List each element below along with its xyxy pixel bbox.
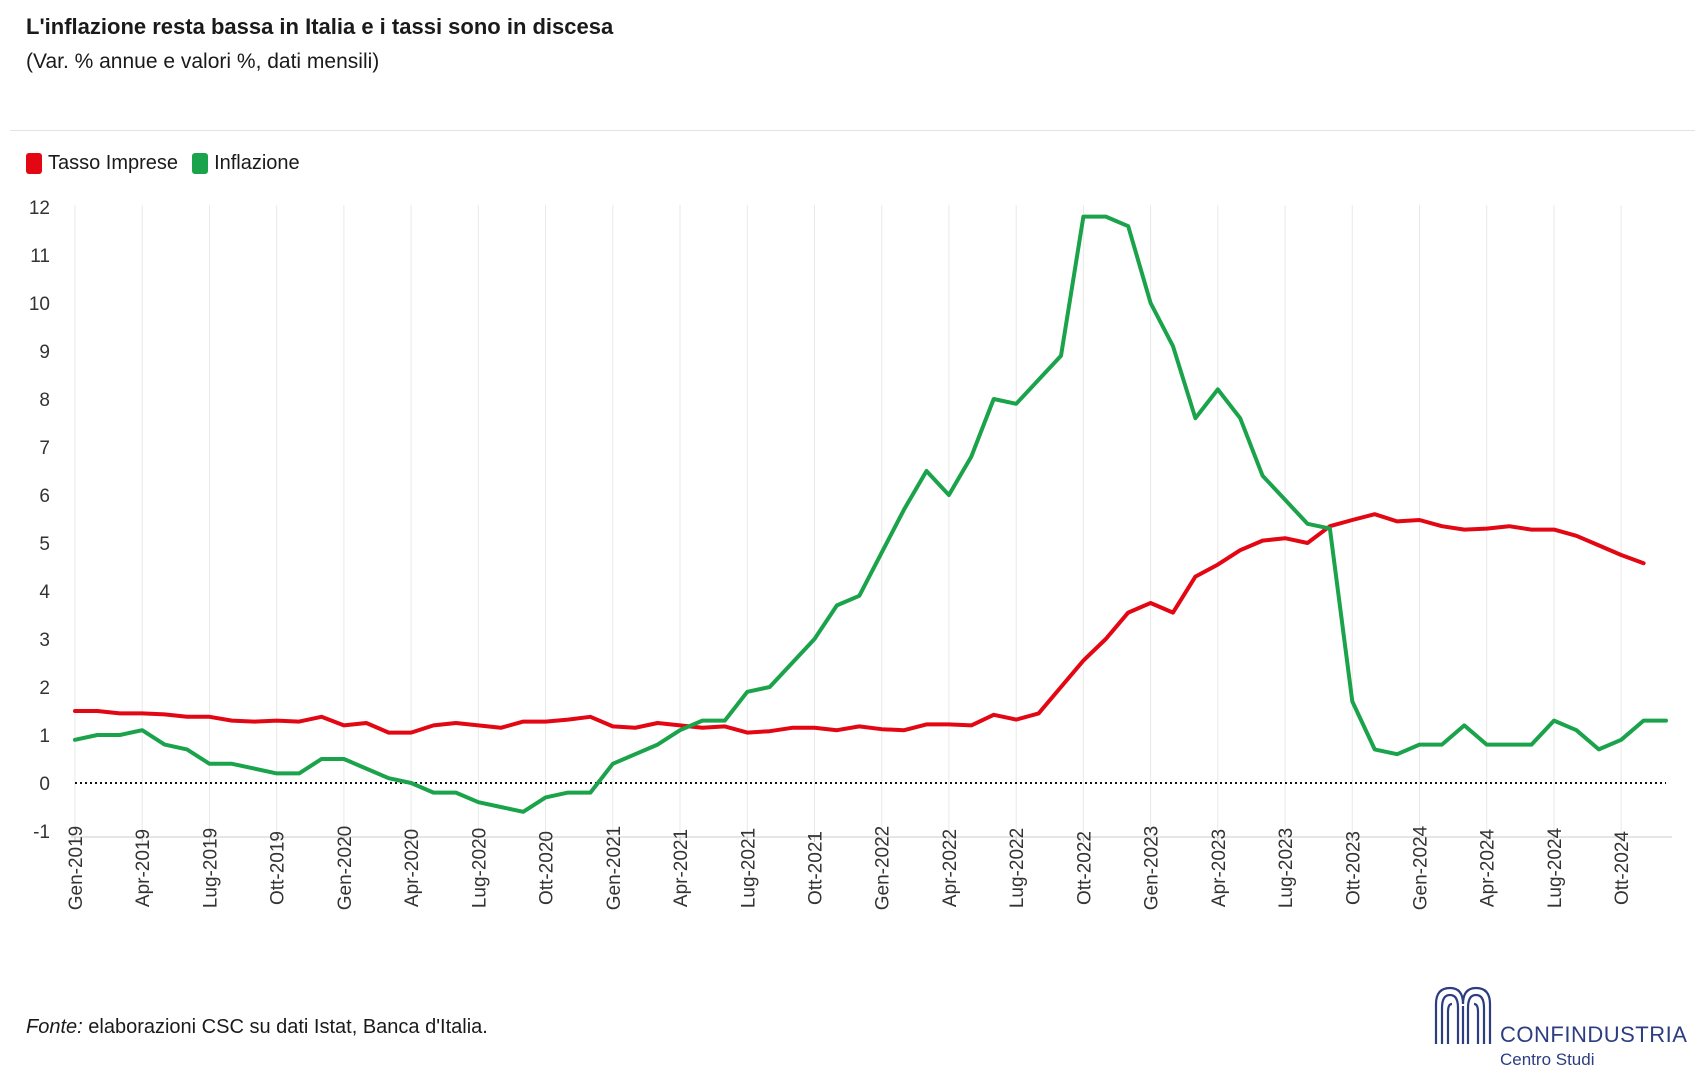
confindustria-logo: CONFINDUSTRIA Centro Studi xyxy=(1430,980,1690,1070)
x-tick-label: Lug-2019 xyxy=(200,828,221,908)
y-tick-label: 1 xyxy=(39,726,50,747)
y-tick-label: 10 xyxy=(29,294,50,315)
x-tick-label: Apr-2020 xyxy=(402,829,423,907)
logo-name: CONFINDUSTRIA xyxy=(1500,1022,1688,1047)
y-tick-label: 8 xyxy=(39,390,50,411)
x-tick-label: Gen-2024 xyxy=(1411,825,1432,910)
y-tick-label: -1 xyxy=(33,822,50,843)
x-tick-label: Ott-2022 xyxy=(1074,831,1095,905)
legend-item-inflazione[interactable]: Inflazione xyxy=(192,152,300,175)
legend-label-inflazione: Inflazione xyxy=(214,152,300,174)
header-divider xyxy=(10,130,1695,131)
x-tick-label: Ott-2020 xyxy=(537,831,558,905)
y-tick-label: 2 xyxy=(39,678,50,699)
series-line-inflazione xyxy=(73,214,1668,814)
x-tick-label: Ott-2023 xyxy=(1343,831,1364,905)
y-tick-label: 3 xyxy=(39,630,50,651)
x-tick-label: Apr-2024 xyxy=(1478,828,1499,907)
x-tick-label: Lug-2020 xyxy=(469,828,490,908)
x-tick-label: Gen-2019 xyxy=(66,826,87,911)
x-tick-label: Lug-2024 xyxy=(1545,827,1566,908)
confindustria-emblem-icon xyxy=(1434,986,1492,1044)
x-tick-label: Apr-2019 xyxy=(133,829,154,907)
x-tick-label: Apr-2023 xyxy=(1209,829,1230,907)
y-tick-label: 0 xyxy=(39,774,50,795)
y-tick-label: 12 xyxy=(29,198,50,219)
legend-swatch-inflazione xyxy=(192,153,209,174)
x-tick-label: Lug-2022 xyxy=(1007,828,1028,908)
chart-title: L'inflazione resta bassa in Italia e i t… xyxy=(26,14,614,39)
x-tick-label: Gen-2021 xyxy=(604,826,625,911)
y-tick-label: 4 xyxy=(39,582,50,603)
x-tick-label: Gen-2023 xyxy=(1142,826,1163,911)
y-tick-label: 5 xyxy=(39,534,50,555)
series-line-tasso-imprese xyxy=(73,512,1646,735)
y-tick-label: 9 xyxy=(39,342,50,363)
x-tick-label: Ott-2019 xyxy=(268,831,289,905)
source-text: elaborazioni CSC su dati Istat, Banca d'… xyxy=(82,1016,488,1038)
legend-item-tasso-imprese[interactable]: Tasso Imprese xyxy=(26,152,178,175)
x-tick-label: Apr-2021 xyxy=(671,829,692,907)
source-label: Fonte: xyxy=(26,1016,83,1038)
y-tick-label: 6 xyxy=(39,486,50,507)
x-tick-label: Lug-2023 xyxy=(1276,828,1297,908)
legend-swatch-tasso-imprese xyxy=(26,153,42,174)
legend-label-tasso-imprese: Tasso Imprese xyxy=(48,152,179,174)
source-note: Fonte: elaborazioni CSC su dati Istat, B… xyxy=(26,1016,488,1039)
chart-legend: Tasso Imprese Inflazione xyxy=(26,152,314,175)
chart-subtitle: (Var. % annue e valori %, dati mensili) xyxy=(26,50,380,73)
y-tick-label: 7 xyxy=(39,438,50,459)
y-tick-label: 11 xyxy=(30,246,50,267)
x-tick-label: Lug-2021 xyxy=(738,828,759,908)
x-tick-label: Ott-2024 xyxy=(1612,831,1633,905)
x-tick-label: Apr-2022 xyxy=(940,829,961,907)
x-tick-label: Gen-2020 xyxy=(335,826,356,911)
x-tick-label: Ott-2021 xyxy=(805,831,826,905)
x-tick-label: Gen-2022 xyxy=(873,826,894,911)
logo-subtitle: Centro Studi xyxy=(1500,1050,1595,1069)
